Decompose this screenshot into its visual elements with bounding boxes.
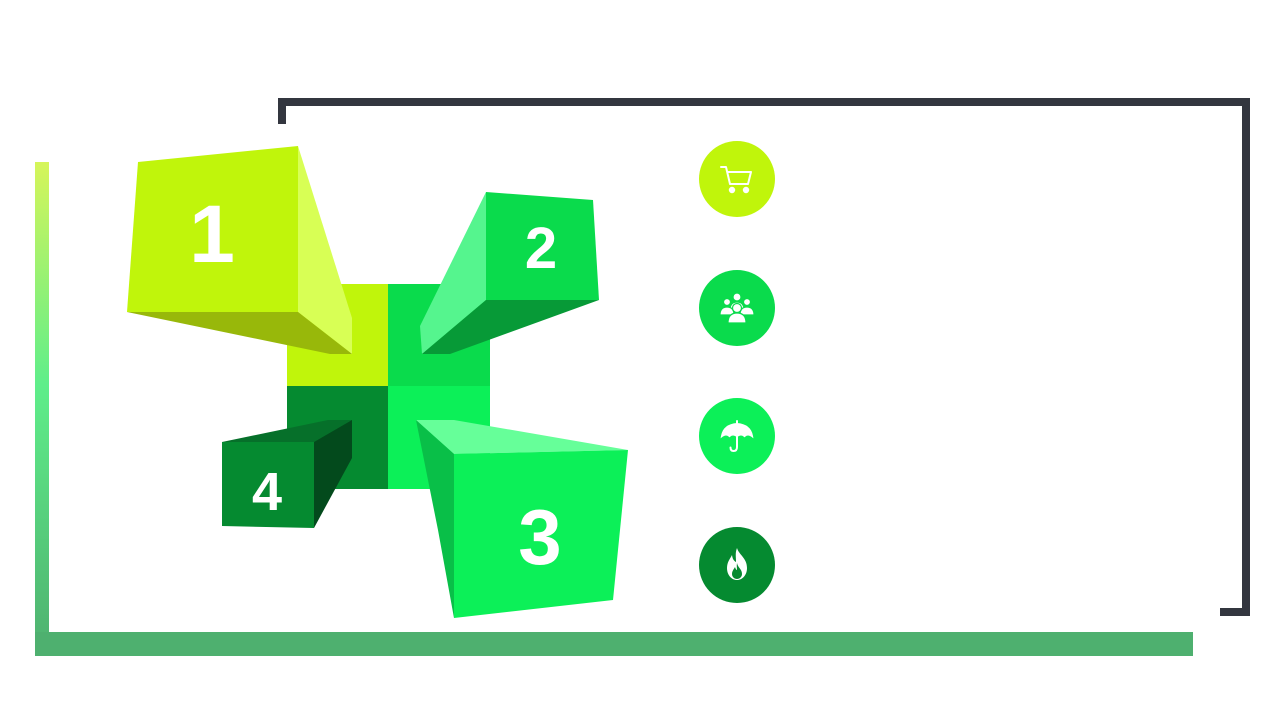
block-2: 2 [420, 192, 599, 354]
block-4: 4 [222, 420, 352, 528]
frame-dark-bottom [1220, 608, 1250, 616]
umbrella-icon-circle [699, 398, 775, 474]
people-icon-circle [699, 270, 775, 346]
fire-icon [727, 548, 747, 580]
block-1-number: 1 [189, 189, 235, 280]
cart-icon [720, 166, 752, 194]
block-1: 1 [127, 146, 352, 354]
block-2-number: 2 [525, 216, 557, 281]
cart-icon-circle [699, 141, 775, 217]
umbrella-icon [720, 420, 754, 453]
frame-dark-top [278, 98, 1250, 106]
people-icon [719, 292, 755, 324]
frame-dark-corner [278, 98, 286, 124]
fire-icon-circle [699, 527, 775, 603]
four-block-diagram: 1 2 3 4 [127, 146, 628, 618]
block-3-number: 3 [518, 493, 561, 581]
block-4-number: 4 [252, 462, 282, 522]
frame-green-bottom [35, 632, 1193, 656]
block-3: 3 [416, 420, 628, 618]
frame-green-left [35, 162, 49, 656]
frame-dark-right [1242, 98, 1250, 616]
